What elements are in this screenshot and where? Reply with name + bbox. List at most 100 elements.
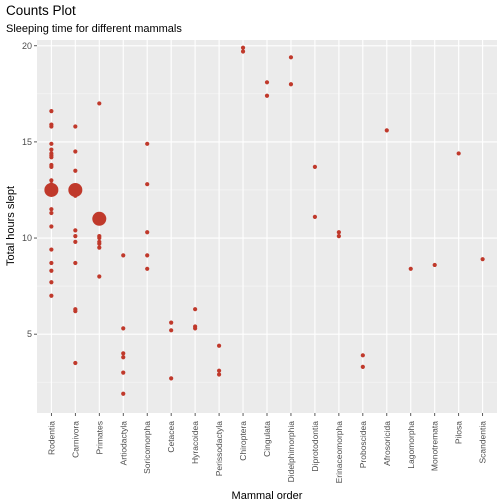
data-point: [169, 320, 174, 325]
x-tick-label: Diprotodontia: [310, 421, 320, 472]
data-point: [49, 280, 54, 285]
data-point: [216, 368, 222, 373]
data-point: [49, 293, 54, 298]
data-point: [408, 266, 413, 271]
data-point: [49, 247, 54, 252]
data-point: [73, 193, 78, 198]
y-tick-label: 5: [27, 329, 32, 339]
chart-title: Counts Plot: [6, 3, 76, 18]
y-tick-label: 10: [22, 233, 32, 243]
data-point: [49, 268, 54, 273]
data-point: [49, 109, 54, 114]
x-tick-label: Rodentia: [46, 421, 56, 455]
x-tick-label: Carnivora: [70, 421, 80, 458]
data-point: [193, 326, 198, 331]
data-point: [360, 364, 365, 369]
data-point: [73, 168, 78, 173]
grid-lines: [37, 40, 497, 413]
x-tick-label: Soricomorpha: [142, 421, 152, 474]
y-axis-label: Total hours slept: [5, 186, 17, 266]
x-tick-label: Artiodactyla: [118, 421, 128, 466]
data-point: [336, 230, 341, 235]
data-point: [73, 234, 78, 239]
x-tick-label: Perissodactyla: [214, 421, 224, 477]
data-point: [121, 391, 126, 396]
x-tick-label: Erinaceomorpha: [334, 421, 344, 484]
data-point: [169, 376, 174, 381]
x-tick-label: Hyracoidea: [190, 421, 200, 464]
x-tick-label: Afrosoricida: [382, 421, 392, 466]
data-point: [44, 182, 59, 197]
data-point: [97, 245, 102, 250]
data-point: [68, 182, 83, 197]
x-axis-ticks: Rodentia Carnivora Primates Artiodactyla Sor…: [46, 413, 488, 484]
x-axis-label: Mammal order: [232, 490, 303, 502]
data-point: [432, 262, 437, 268]
data-point: [73, 228, 78, 233]
data-point: [73, 360, 78, 366]
data-point: [145, 266, 150, 271]
data-point: [121, 253, 126, 258]
data-point: [216, 372, 222, 377]
data-point: [145, 230, 150, 235]
data-point: [49, 155, 54, 160]
y-tick-label: 20: [22, 41, 32, 51]
data-point: [480, 257, 485, 262]
x-tick-label: Proboscidea: [358, 421, 368, 469]
data-point: [49, 124, 54, 129]
data-point: [456, 151, 461, 156]
data-point: [97, 241, 102, 246]
data-point: [312, 164, 318, 169]
data-point: [264, 93, 270, 98]
x-tick-label: Scandentia: [478, 421, 488, 464]
data-point: [121, 355, 126, 360]
data-point: [49, 207, 54, 212]
y-tick-label: 15: [22, 137, 32, 147]
data-point: [384, 128, 389, 133]
data-point: [288, 55, 294, 60]
data-point: [360, 353, 365, 358]
chart-subtitle: Sleeping time for different mammals: [6, 23, 182, 35]
data-point: [49, 147, 54, 152]
data-point: [240, 49, 246, 54]
data-point: [97, 274, 102, 279]
data-point: [216, 343, 222, 348]
data-points: [44, 45, 485, 396]
data-point: [49, 260, 54, 266]
data-point: [312, 214, 318, 219]
data-point: [264, 80, 270, 85]
data-point: [145, 141, 150, 146]
data-point: [49, 141, 54, 146]
data-point: [145, 182, 150, 187]
data-point: [73, 149, 78, 154]
data-point: [49, 224, 54, 229]
data-point: [92, 211, 107, 226]
data-point: [121, 326, 126, 331]
data-point: [336, 234, 341, 239]
data-point: [49, 164, 54, 169]
data-point: [97, 101, 102, 106]
data-point: [73, 239, 78, 244]
data-point: [240, 45, 246, 50]
data-point: [145, 253, 150, 258]
x-tick-label: Didelphimorphia: [286, 421, 296, 483]
x-tick-label: Primates: [94, 421, 104, 455]
y-axis-ticks: 5 10 15 20: [22, 41, 37, 339]
x-tick-label: Cingulata: [262, 421, 272, 457]
data-point: [73, 124, 78, 129]
x-tick-label: Chiroptera: [238, 421, 248, 461]
x-tick-label: Cetacea: [166, 421, 176, 453]
data-point: [49, 178, 54, 183]
data-point: [121, 351, 126, 356]
data-point: [49, 210, 54, 216]
data-point: [169, 328, 174, 333]
data-point: [288, 82, 294, 87]
data-point: [73, 308, 78, 314]
x-tick-label: Pilosa: [454, 421, 464, 444]
x-tick-label: Lagomorpha: [406, 421, 416, 469]
data-point: [193, 307, 198, 312]
data-point: [73, 260, 78, 266]
data-point: [121, 370, 126, 375]
